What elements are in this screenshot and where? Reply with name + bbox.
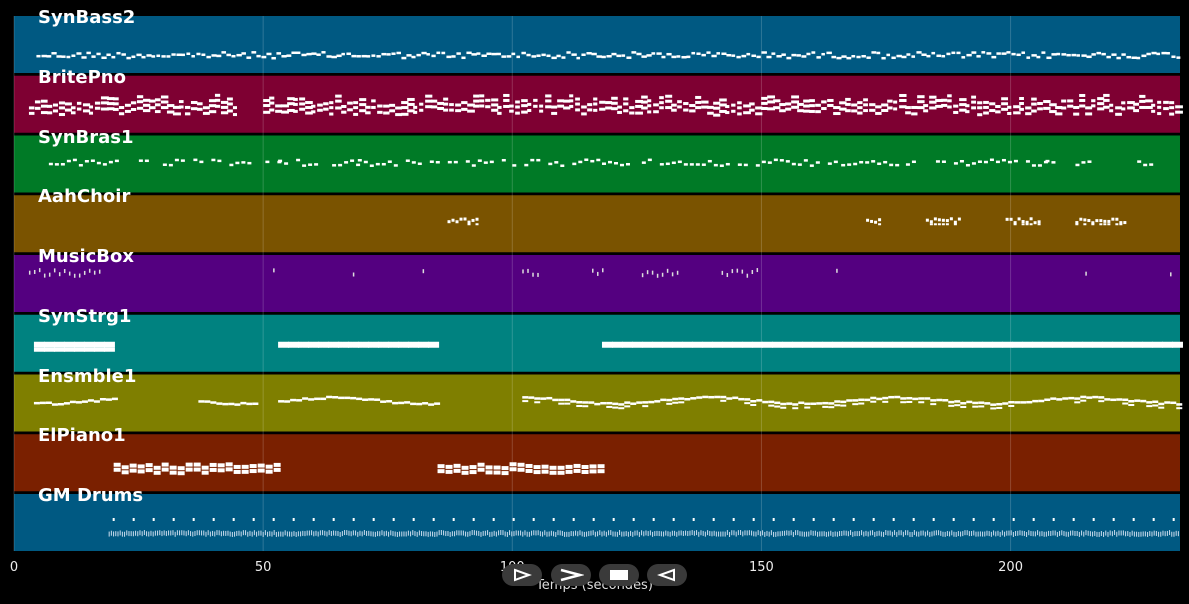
- note-segment: [113, 462, 281, 476]
- track-name: GM Drums: [38, 485, 144, 506]
- note-segment: [866, 218, 882, 226]
- note-segment: [601, 341, 1183, 348]
- note-segment: [28, 93, 237, 117]
- note-segment: [522, 268, 539, 277]
- note-segment: [1137, 160, 1154, 167]
- rewind-icon: [657, 568, 675, 582]
- fast-forward-icon: [560, 568, 584, 582]
- note-segment: [278, 395, 441, 406]
- track-name: SynBras1: [38, 126, 134, 148]
- track-name: MusicBox: [38, 246, 134, 267]
- note-segment: [641, 158, 838, 167]
- x-tick-label: 200: [998, 560, 1023, 575]
- note-segment: [263, 93, 1183, 117]
- track-lane-elpiano1: [14, 434, 1180, 492]
- note-segment: [836, 268, 838, 273]
- note-segment: [447, 217, 479, 226]
- play-icon: [514, 568, 532, 582]
- track-lane-synbras1: [14, 135, 1180, 193]
- note-segment: [36, 51, 1181, 60]
- x-tick-label: 0: [9, 560, 19, 575]
- track-name: SynStrg1: [38, 305, 132, 327]
- note-segment: [512, 158, 601, 167]
- note-segment: [273, 268, 275, 273]
- stop-icon: [610, 570, 628, 580]
- note-segment: [841, 160, 900, 167]
- track-name: SynBass2: [38, 7, 136, 28]
- note-segment: [28, 268, 101, 278]
- track-name: ElPiano1: [38, 425, 126, 447]
- x-tick-label: 50: [254, 560, 272, 575]
- track-lane-musicbox: [14, 255, 1180, 312]
- note-segment: [357, 158, 506, 167]
- note-segment: [1005, 217, 1041, 226]
- track-lane-gm-drums: [14, 494, 1180, 551]
- note-segment: [522, 395, 1183, 410]
- note-segment: [33, 341, 115, 352]
- stop-button[interactable]: [599, 564, 639, 586]
- note-segment: [1075, 217, 1127, 226]
- note-segment: [1170, 272, 1172, 277]
- note-segment: [198, 400, 259, 406]
- note-segment: [278, 341, 440, 348]
- track-name: AahChoir: [38, 186, 131, 208]
- play-button[interactable]: [502, 564, 542, 586]
- note-segment: [925, 217, 961, 226]
- note-segment: [108, 518, 1179, 537]
- note-segment: [352, 272, 355, 277]
- track-name: BritePno: [38, 66, 126, 88]
- note-segment: [641, 268, 679, 278]
- note-segment: [601, 160, 630, 167]
- note-segment: [278, 158, 361, 167]
- note-segment: [592, 268, 604, 276]
- note-segment: [721, 268, 759, 278]
- note-segment: [437, 462, 605, 476]
- x-tick-label: 150: [749, 560, 774, 575]
- track-lane-aahchoir: [14, 195, 1180, 253]
- x-axis-label: Temps (secondes): [536, 578, 653, 593]
- note-segment: [422, 269, 425, 274]
- track-lane-synbass2: [14, 16, 1180, 73]
- note-segment: [1085, 271, 1087, 276]
- fast-forward-button[interactable]: [551, 564, 591, 586]
- note-segment: [48, 158, 185, 167]
- rewind-button[interactable]: [647, 564, 687, 586]
- note-segment: [1045, 159, 1092, 167]
- note-segment: [33, 397, 118, 406]
- track-name: Ensmble1: [38, 365, 137, 387]
